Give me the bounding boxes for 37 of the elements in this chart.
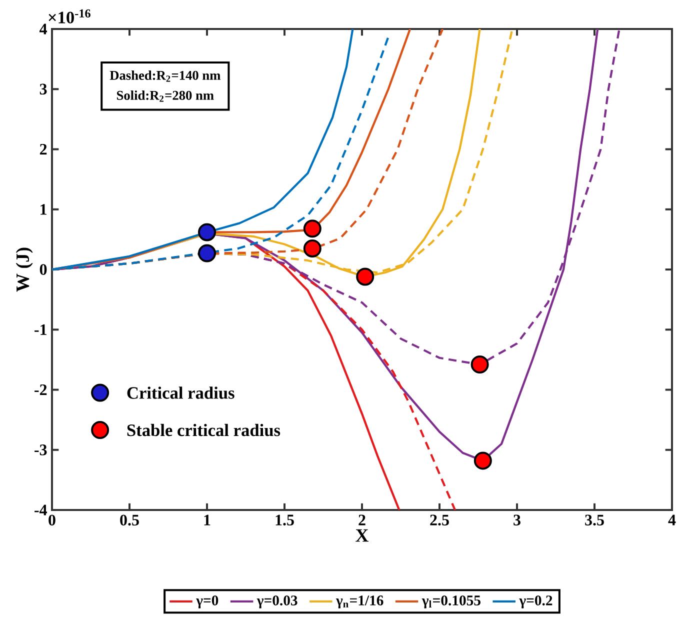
- y-axis-title: W (J): [16, 248, 33, 292]
- legend-label: γ=0.2: [519, 596, 552, 608]
- x-tick-label: 0.5: [120, 514, 139, 526]
- point: [474, 452, 492, 470]
- legend-label: γ=0.03: [256, 596, 298, 608]
- x-tick-label: 1.5: [276, 514, 294, 526]
- x-axis-title: X: [356, 529, 369, 542]
- y-tick-label: -4: [34, 504, 47, 516]
- point: [303, 220, 322, 238]
- x-tick-label: 3: [514, 514, 520, 526]
- x-tick-label: 0: [48, 514, 56, 526]
- point: [198, 244, 216, 262]
- y-tick-label: 0: [40, 264, 47, 275]
- legend-label: γ=0: [196, 596, 218, 608]
- x-tick-label: 2: [358, 514, 366, 526]
- legend-label: Critical radius: [127, 386, 234, 399]
- x-tick-label: 3.5: [585, 514, 604, 526]
- point: [198, 223, 216, 242]
- x-tick-label: 2.5: [430, 514, 449, 526]
- annotation: Solid:R$_{2}$=280 nm: [116, 90, 214, 102]
- y-tick-label: -1: [34, 324, 46, 335]
- y-tick-label: 1: [40, 204, 46, 215]
- legend-label: γ$_{l}$=0.1055: [422, 596, 480, 608]
- y-tick-label: -3: [34, 444, 47, 456]
- y-tick-label: -2: [34, 384, 47, 396]
- point: [470, 356, 489, 374]
- legend-label: γ$_{n}$=1/16: [336, 596, 384, 608]
- point: [303, 239, 322, 258]
- y-tick-label: 3: [40, 84, 47, 94]
- x-tick-label: 4: [668, 514, 676, 526]
- point: [356, 268, 374, 286]
- text: ×10$^{-16}$: [48, 9, 90, 24]
- annotation: Dashed:R$_{2}$=140 nm: [110, 70, 220, 82]
- y-tick-label: 4: [40, 24, 47, 34]
- y-tick-label: 2: [40, 144, 47, 155]
- legend-label: Stable critical radius: [127, 424, 280, 436]
- x-tick-label: 1: [204, 514, 210, 526]
